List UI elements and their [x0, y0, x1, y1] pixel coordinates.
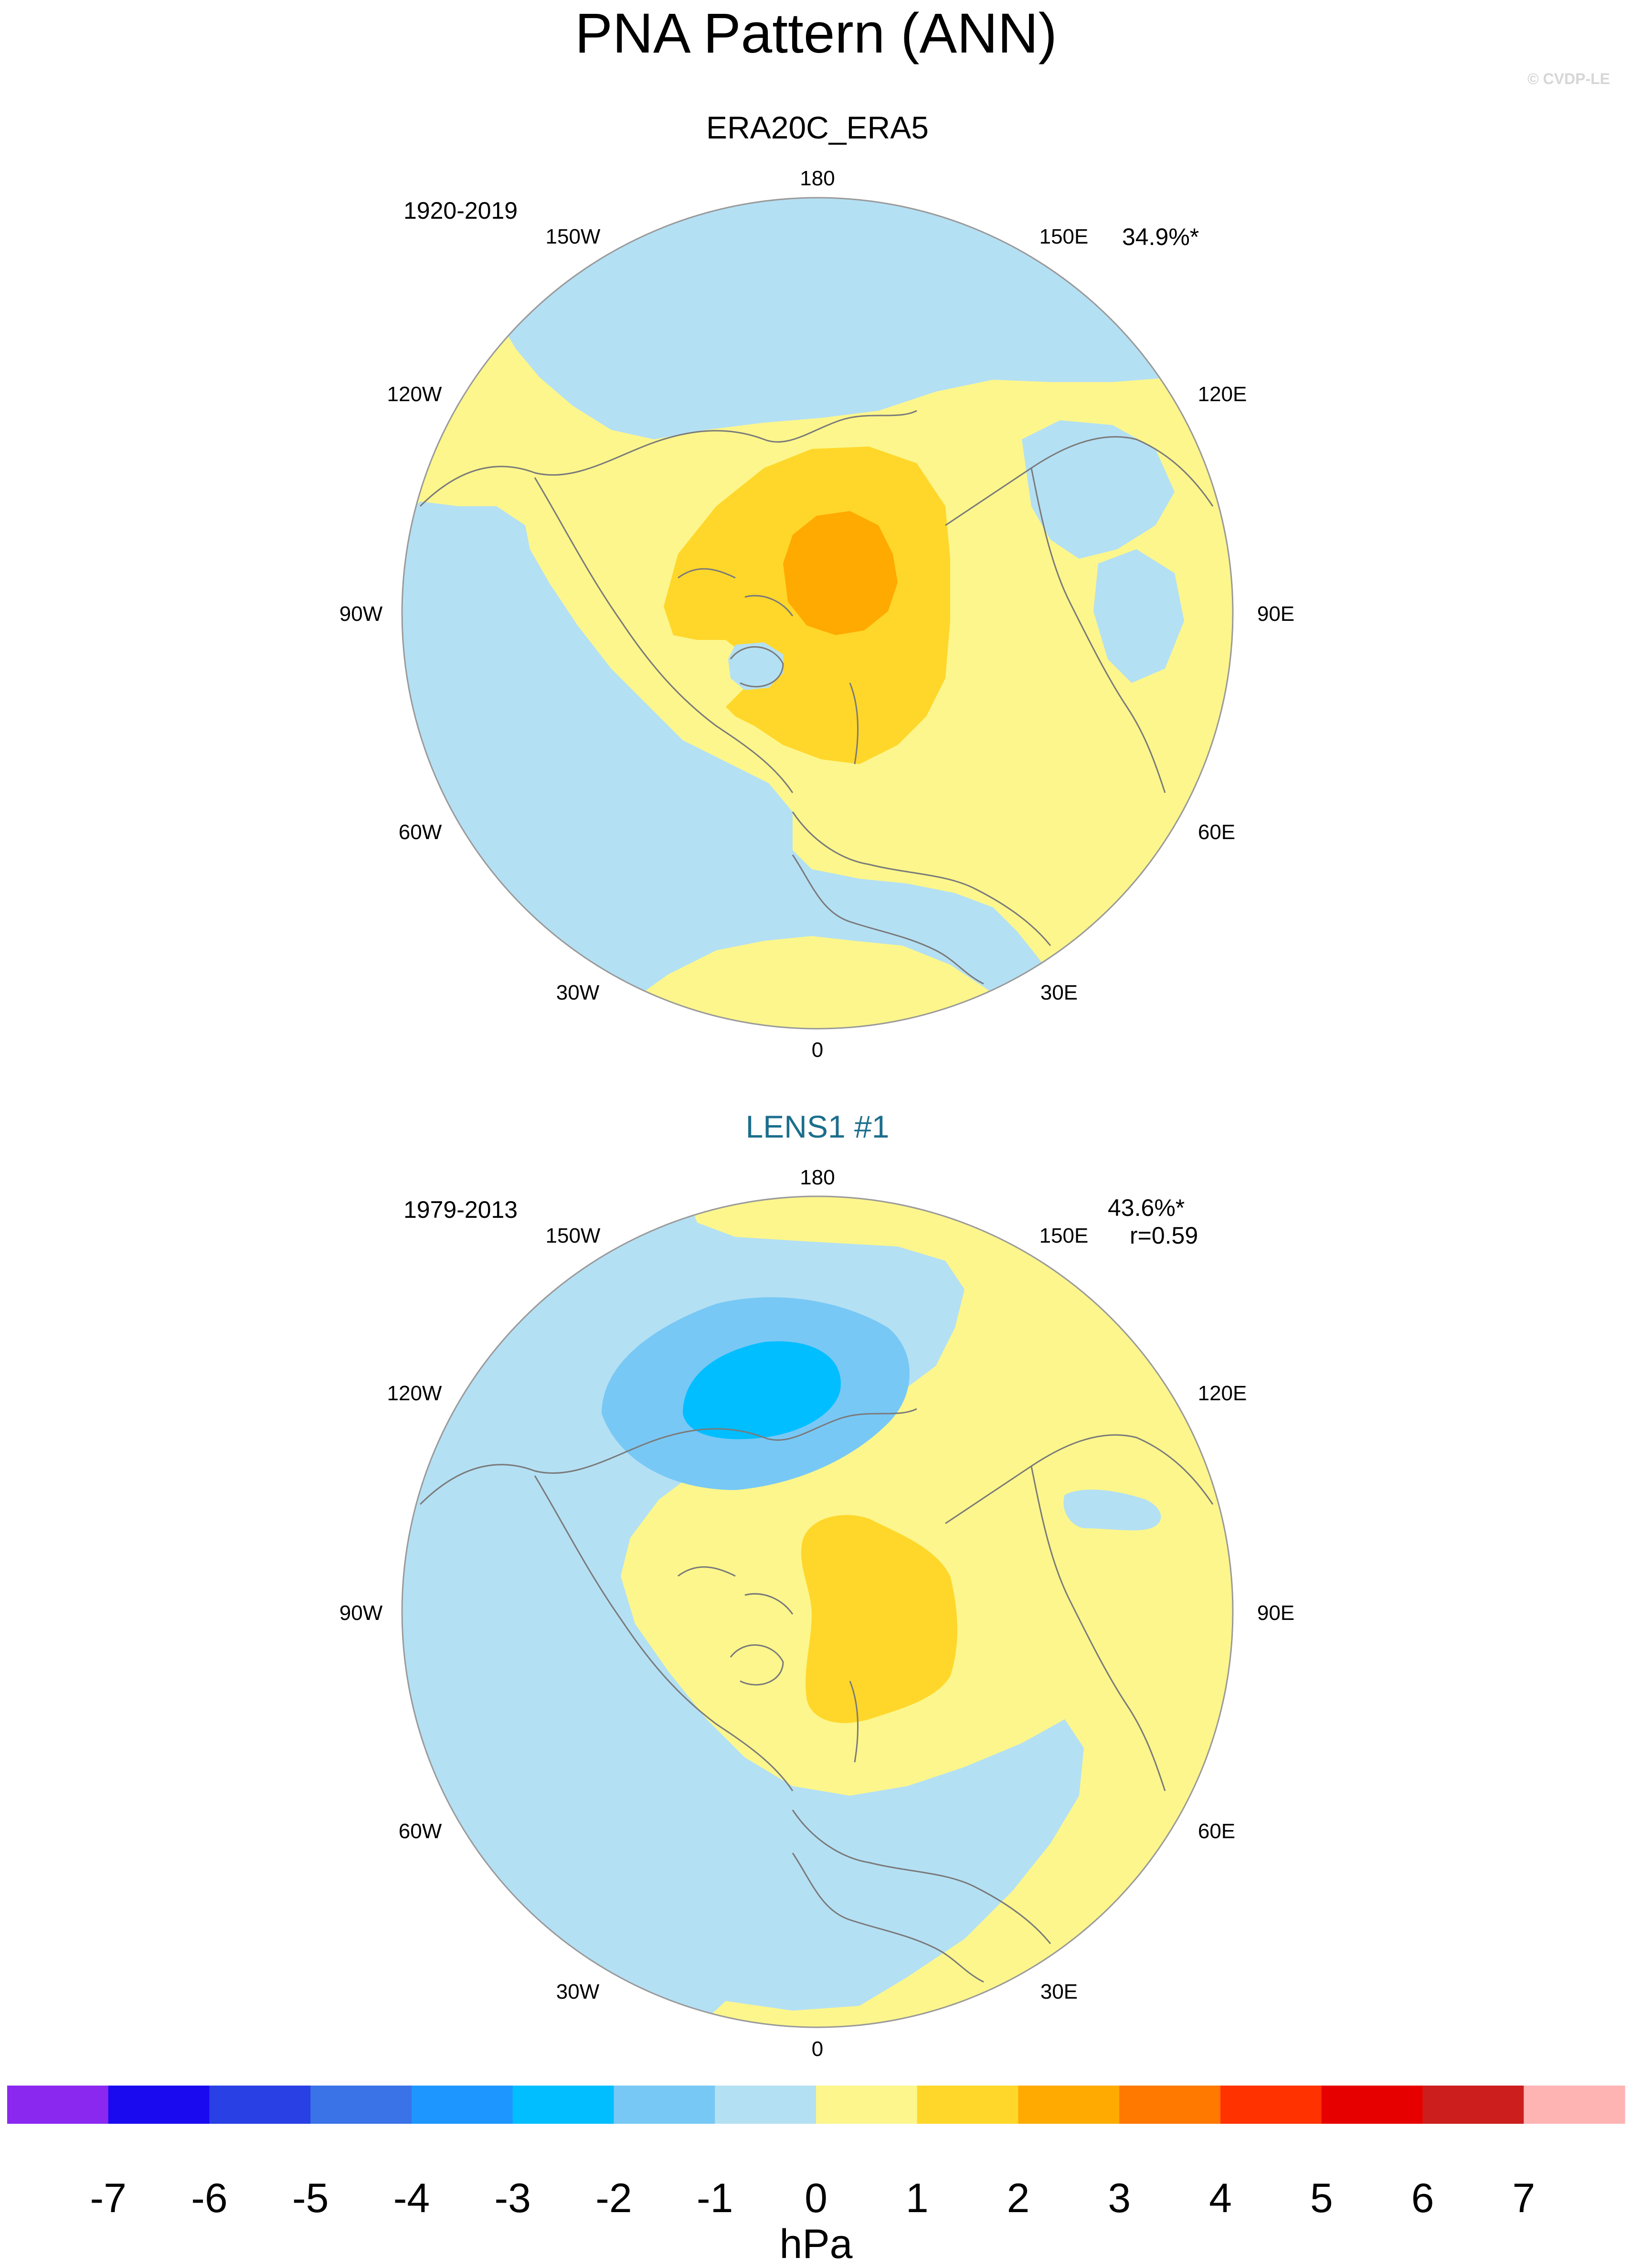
panel-1-lon-150e: 150E	[1039, 225, 1089, 248]
panel-1-period: 1920-2019	[403, 197, 518, 224]
panel-2-period: 1979-2013	[403, 1196, 518, 1223]
colorbar-swatch	[1220, 2086, 1322, 2124]
colorbar-tick-label: 4	[1209, 2175, 1232, 2221]
colorbar-swatch	[614, 2086, 715, 2124]
panel-1-lon-120w: 120W	[387, 383, 442, 406]
colorbar-swatch	[1119, 2086, 1221, 2124]
colorbar-swatch	[1524, 2086, 1625, 2124]
panel-2-map	[402, 1196, 1233, 2027]
panel-1-atlantic-negative	[402, 501, 1050, 1029]
panel-2-variance: 43.6%*	[1108, 1194, 1185, 1221]
panel-2-lon-180: 180	[800, 1166, 835, 1189]
colorbar-swatch	[816, 2086, 918, 2124]
colorbar-swatch	[917, 2086, 1019, 2124]
colorbar-tick-label: 6	[1411, 2175, 1434, 2221]
panel-2-coastlines	[419, 1408, 1214, 1983]
panel-1-title: ERA20C_ERA5	[706, 110, 929, 145]
panel-1-asia-negative	[1022, 420, 1175, 559]
colorbar-swatch	[1422, 2086, 1524, 2124]
colorbar-tick-label: 1	[906, 2175, 929, 2221]
panel-2-contour-1hpa	[801, 1515, 957, 1723]
panel-2-asia-negative	[1063, 1490, 1161, 1531]
colorbar-tick-labels: -7 -6 -5 -4 -3 -2 -1 0 1 2 3 4 5 6 7	[90, 2175, 1536, 2221]
panel-2-negative-region	[402, 1196, 1084, 2027]
panel-2-title: LENS1 #1	[746, 1109, 890, 1144]
colorbar-swatch	[512, 2086, 615, 2124]
panel-1-lon-0: 0	[812, 1038, 823, 1062]
colorbar-tick-label: -2	[595, 2175, 632, 2221]
colorbar-tick-label: 2	[1007, 2175, 1030, 2221]
panel-1-lon-60e: 60E	[1198, 820, 1235, 844]
panel-1-hudson-negative	[728, 642, 783, 690]
panel-2-lon-60w: 60W	[399, 1820, 442, 1843]
panel-1-asia-negative-2	[1093, 549, 1184, 683]
panel-2-lon-0: 0	[812, 2037, 823, 2061]
panel-1-lon-180: 180	[800, 167, 835, 190]
colorbar-swatch	[412, 2086, 513, 2124]
panel-2-lon-90e: 90E	[1257, 1601, 1294, 1625]
panel-2-contour-minus2	[683, 1341, 841, 1439]
colorbar-swatch	[310, 2086, 412, 2124]
colorbar	[7, 2086, 1625, 2124]
panel-2-border	[401, 1195, 1234, 2028]
panel-2-lon-90w: 90W	[339, 1601, 383, 1625]
credit-text: © CVDP-LE	[1527, 70, 1610, 87]
panel-1-variance: 34.9%*	[1122, 224, 1199, 250]
panel-1-lon-150w: 150W	[546, 225, 601, 248]
panel-2-lon-120w: 120W	[387, 1382, 442, 1405]
colorbar-swatch	[715, 2086, 816, 2124]
colorbar-tick-label: 5	[1310, 2175, 1333, 2221]
panel-1-lon-30w: 30W	[556, 981, 600, 1004]
panel-2-lon-150e: 150E	[1039, 1224, 1089, 1247]
colorbar-tick-label: 7	[1512, 2175, 1535, 2221]
panel-2-correlation: r=0.59	[1130, 1222, 1198, 1249]
panel-1-lon-120e: 120E	[1198, 383, 1247, 406]
panel-2-lon-30e: 30E	[1040, 1980, 1078, 2003]
colorbar-tick-label: -5	[292, 2175, 329, 2221]
colorbar-tick-label: 0	[805, 2175, 827, 2221]
panel-1-border	[401, 197, 1234, 1030]
panel-1: ERA20C_ERA5 1920-2019 34.9%*	[339, 110, 1294, 1062]
colorbar-unit: hPa	[779, 2221, 852, 2267]
panel-1-lon-90w: 90W	[339, 602, 383, 626]
panel-2-lon-60e: 60E	[1198, 1820, 1235, 1843]
colorbar-swatch	[108, 2086, 210, 2124]
colorbar-swatch	[209, 2086, 311, 2124]
colorbar-swatch	[1321, 2086, 1423, 2124]
panel-1-map	[402, 198, 1233, 1029]
panel-1-lon-60w: 60W	[399, 820, 442, 844]
colorbar-tick-label: -6	[191, 2175, 227, 2221]
colorbar-swatch	[7, 2086, 109, 2124]
panel-1-coastlines	[419, 410, 1214, 985]
colorbar-tick-label: -4	[393, 2175, 430, 2221]
panel-2: LENS1 #1 1979-2013 43.6%* r=0.59	[339, 1109, 1294, 2061]
colorbar-swatch	[1018, 2086, 1120, 2124]
panel-1-lon-30e: 30E	[1040, 981, 1078, 1004]
panel-2-lon-150w: 150W	[546, 1224, 601, 1247]
panel-2-lon-30w: 30W	[556, 1980, 600, 2003]
panel-2-lon-120e: 120E	[1198, 1382, 1247, 1405]
colorbar-tick-label: -3	[495, 2175, 531, 2221]
colorbar-tick-label: -7	[90, 2175, 127, 2221]
colorbar-tick-label: -1	[697, 2175, 733, 2221]
figure-title: PNA Pattern (ANN)	[575, 2, 1057, 65]
colorbar-tick-label: 3	[1108, 2175, 1131, 2221]
panel-1-lon-90e: 90E	[1257, 602, 1294, 626]
panel-1-pacific-negative	[402, 198, 1233, 439]
panel-1-contour-2hpa	[783, 511, 898, 635]
